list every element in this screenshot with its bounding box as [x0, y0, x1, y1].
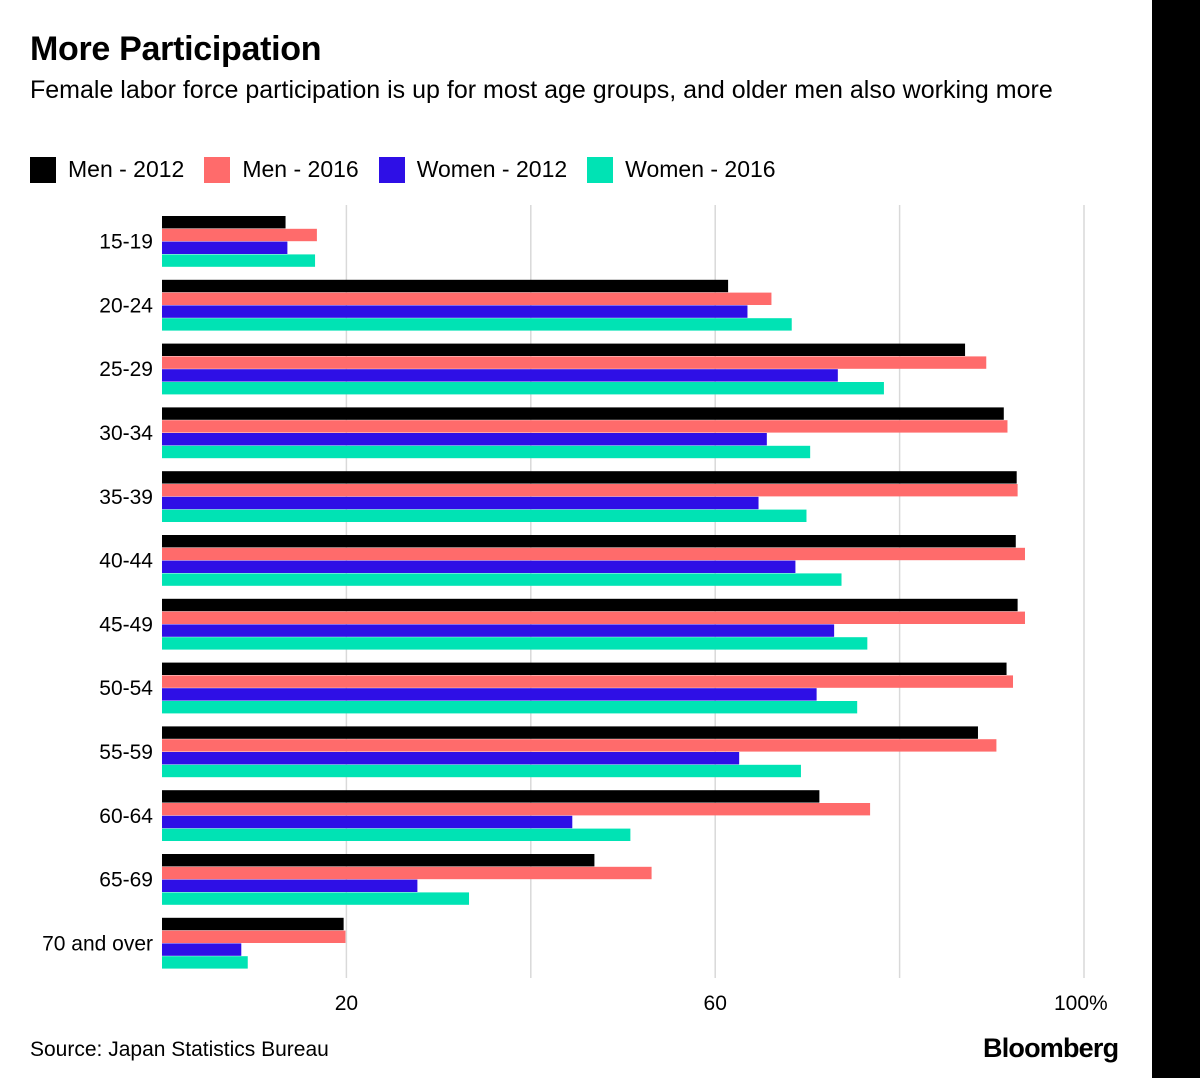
bar-40-44-men-2012	[162, 535, 1016, 548]
bar-30-34-women-2012	[162, 433, 767, 446]
bar-30-34-women-2016	[162, 445, 811, 459]
bar-50-54-men-2012	[162, 662, 1007, 675]
category-label-25-29: 25-29	[99, 358, 153, 381]
bar-15-19-women-2012	[162, 241, 288, 254]
right-edge-bar	[1152, 0, 1200, 1078]
bar-45-49-men-2012	[162, 598, 1018, 612]
bar-65-69-men-2016	[162, 866, 652, 880]
bar-50-54-women-2016	[162, 701, 858, 714]
bloomberg-logo: Bloomberg	[983, 1033, 1119, 1063]
bar-60-64-women-2012	[162, 815, 573, 829]
bar-65-69-men-2012	[162, 854, 595, 867]
bar-30-34-men-2016	[162, 420, 1008, 433]
bar-chart: 15-19 20-24 25-29 30-34 35-39 40-44 45-49 50-54…	[42, 205, 1108, 1015]
bar-70-and-over-women-2016	[162, 956, 248, 969]
category-label-45-49: 45-49	[99, 613, 153, 636]
category-label-55-59: 55-59	[99, 741, 153, 764]
category-label-70-and-over: 70 and over	[42, 932, 153, 955]
category-label-40-44: 40-44	[99, 550, 153, 573]
bar-45-49-women-2016	[162, 637, 868, 650]
bar-35-39-men-2012	[162, 471, 1017, 484]
bar-20-24-men-2012	[162, 279, 729, 293]
bar-55-59-women-2016	[162, 764, 801, 778]
bar-70-and-over-women-2012	[162, 943, 242, 956]
bar-50-54-men-2016	[162, 675, 1014, 688]
category-label-15-19: 15-19	[99, 231, 153, 254]
bar-20-24-women-2016	[162, 318, 792, 331]
bar-25-29-men-2012	[162, 343, 966, 356]
bar-15-19-men-2016	[162, 228, 317, 242]
bar-30-34-men-2012	[162, 407, 1004, 420]
chart-title: More Participation	[30, 30, 322, 68]
category-label-50-54: 50-54	[99, 677, 153, 700]
bar-70-and-over-men-2016	[162, 930, 346, 943]
legend-swatch-men-2012	[30, 156, 56, 183]
bar-15-19-men-2012	[162, 216, 286, 229]
legend-label-men-2012: Men - 2012	[68, 156, 185, 182]
legend-label-men-2016: Men - 2016	[242, 156, 359, 182]
source-note: Source: Japan Statistics Bureau	[30, 1038, 329, 1061]
category-label-20-24: 20-24	[99, 294, 153, 317]
bar-45-49-women-2012	[162, 624, 835, 637]
bar-60-64-women-2016	[162, 828, 631, 841]
category-label-60-64: 60-64	[99, 805, 153, 828]
bar-70-and-over-men-2012	[162, 917, 344, 931]
bar-35-39-women-2016	[162, 509, 807, 522]
x-tick-label-100: 100%	[1054, 992, 1108, 1015]
bar-40-44-women-2012	[162, 560, 796, 573]
legend-label-women-2012: Women - 2012	[416, 156, 568, 182]
legend-item-men-2016: Men - 2016	[204, 156, 359, 183]
bar-15-19-women-2016	[162, 254, 316, 267]
category-label-35-39: 35-39	[99, 486, 153, 509]
bar-55-59-women-2012	[162, 752, 740, 765]
legend-item-women-2012: Women - 2012	[378, 156, 568, 183]
bar-60-64-men-2016	[162, 803, 871, 816]
legend-swatch-men-2016	[204, 156, 231, 183]
bar-50-54-women-2012	[162, 688, 817, 701]
legend-label-women-2016: Women - 2016	[625, 156, 776, 182]
x-tick-label-60: 60	[704, 992, 727, 1015]
bar-40-44-women-2016	[162, 573, 842, 586]
bar-25-29-women-2012	[162, 369, 838, 382]
x-tick-label-20: 20	[335, 992, 358, 1015]
bar-55-59-men-2012	[162, 726, 978, 739]
legend-swatch-women-2012	[378, 156, 405, 183]
legend-swatch-women-2016	[587, 156, 614, 183]
category-label-30-34: 30-34	[99, 422, 153, 445]
category-label-65-69: 65-69	[99, 869, 153, 892]
bar-25-29-women-2016	[162, 382, 884, 395]
bar-55-59-men-2016	[162, 739, 997, 752]
bar-45-49-men-2016	[162, 611, 1025, 624]
bar-25-29-men-2016	[162, 356, 987, 369]
bar-20-24-women-2012	[162, 305, 748, 318]
legend: Men - 2012 Men - 2016 Women - 2012 Women…	[30, 156, 796, 183]
bar-20-24-men-2016	[162, 292, 772, 305]
bar-65-69-women-2012	[162, 879, 418, 892]
chart-subtitle: Female labor force participation is up f…	[30, 76, 1053, 104]
bar-40-44-men-2016	[162, 547, 1025, 561]
bar-35-39-men-2016	[162, 484, 1018, 497]
bar-35-39-women-2012	[162, 496, 759, 510]
legend-item-men-2012: Men - 2012	[30, 156, 184, 183]
bar-65-69-women-2016	[162, 892, 470, 905]
legend-item-women-2016: Women - 2016	[587, 156, 776, 183]
bar-60-64-men-2012	[162, 790, 820, 803]
